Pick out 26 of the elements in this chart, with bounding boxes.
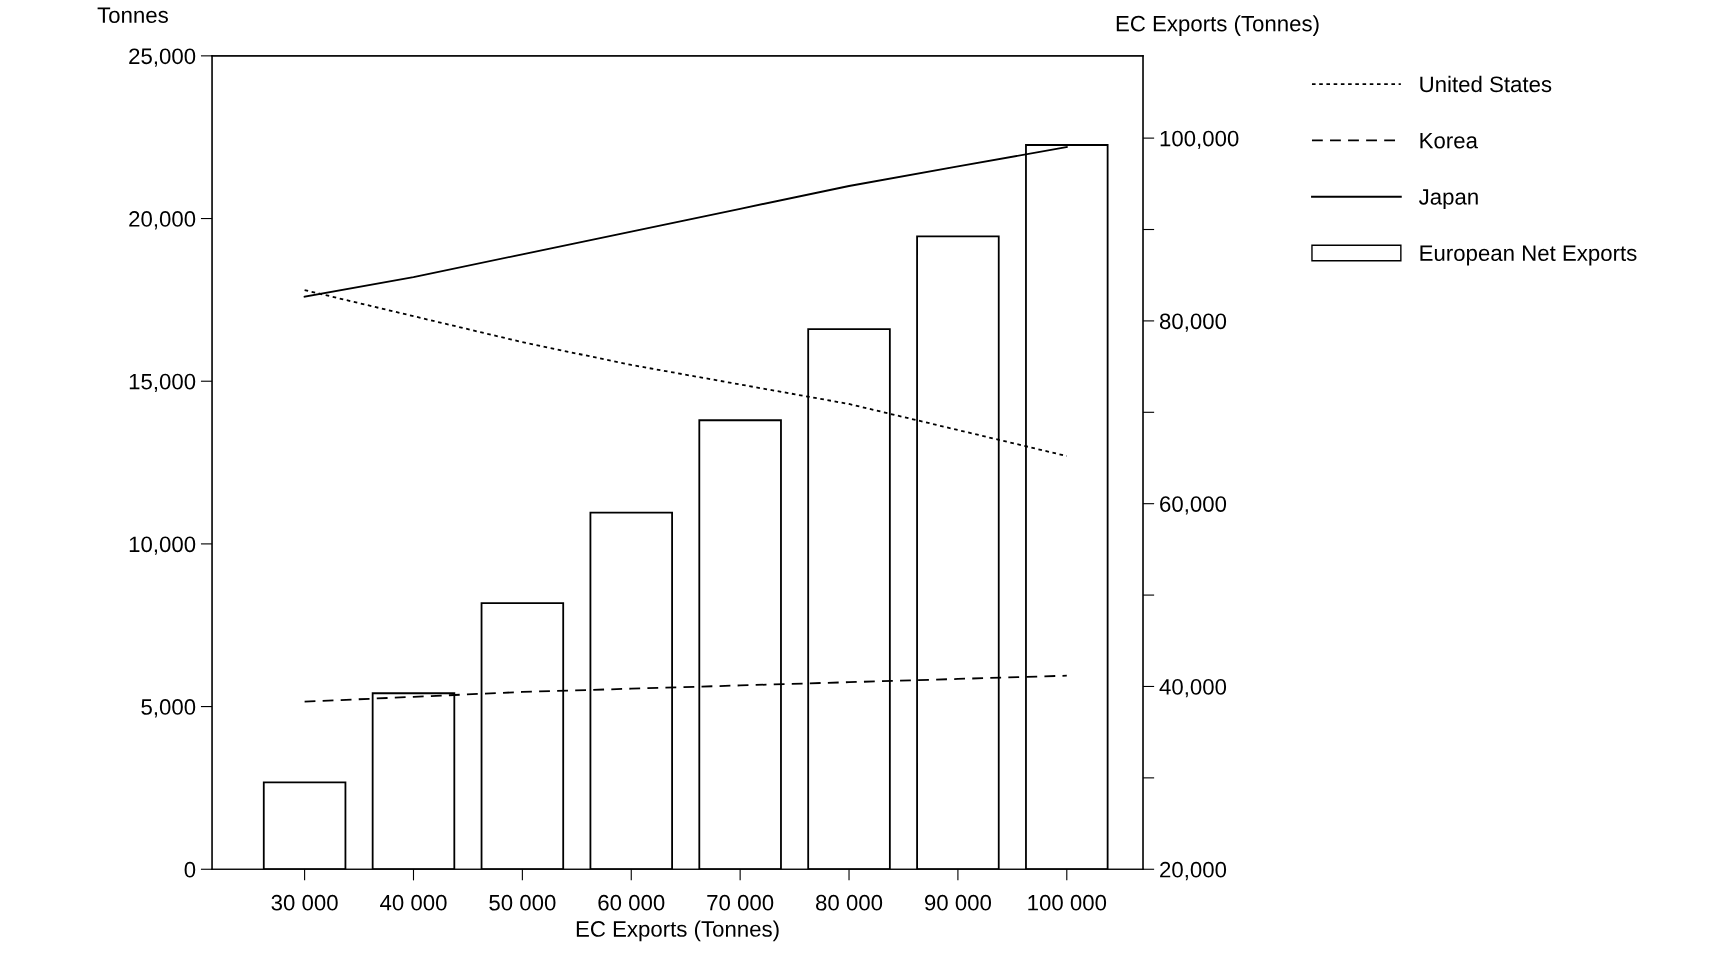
y-tick-label: 25,000 — [129, 48, 196, 67]
legend-label: United States — [1420, 75, 1552, 93]
y-tick-label: 5,000 — [141, 699, 196, 718]
y2-axis-title: EC Exports (Tonnes) — [1116, 15, 1319, 36]
y-tick-label: 0 — [184, 861, 196, 878]
legend-label: Japan — [1418, 189, 1478, 210]
y2-tick-label: 100,000 — [1160, 130, 1239, 150]
x-tick-label: 30 000 — [271, 894, 338, 911]
x-tick-label: 100 000 — [1028, 894, 1107, 911]
y-axis-title: Tonnes — [97, 7, 168, 23]
y2-tick-label: 80,000 — [1159, 313, 1227, 332]
x-axis-title: EC Exports (Tonnes) — [576, 920, 779, 942]
x-tick-label: 40 000 — [380, 894, 447, 911]
x-tick-label: 50 000 — [489, 894, 556, 911]
y2-tick-label: 60,000 — [1160, 496, 1227, 515]
y2-tick-label: 40,000 — [1159, 679, 1227, 698]
x-tick-label: 90 000 — [924, 894, 992, 911]
legend-label: Korea — [1420, 132, 1478, 149]
y-tick-label: 15,000 — [129, 373, 196, 393]
legend-label: European Net Exports — [1420, 245, 1637, 266]
x-tick-label: 70 000 — [707, 894, 774, 911]
x-tick-label: 60 000 — [598, 894, 665, 911]
y-tick-label: 10,000 — [129, 536, 196, 555]
y-tick-label: 20,000 — [129, 211, 196, 230]
y2-tick-label: 20,000 — [1160, 861, 1227, 881]
x-tick-label: 80 000 — [816, 894, 883, 911]
